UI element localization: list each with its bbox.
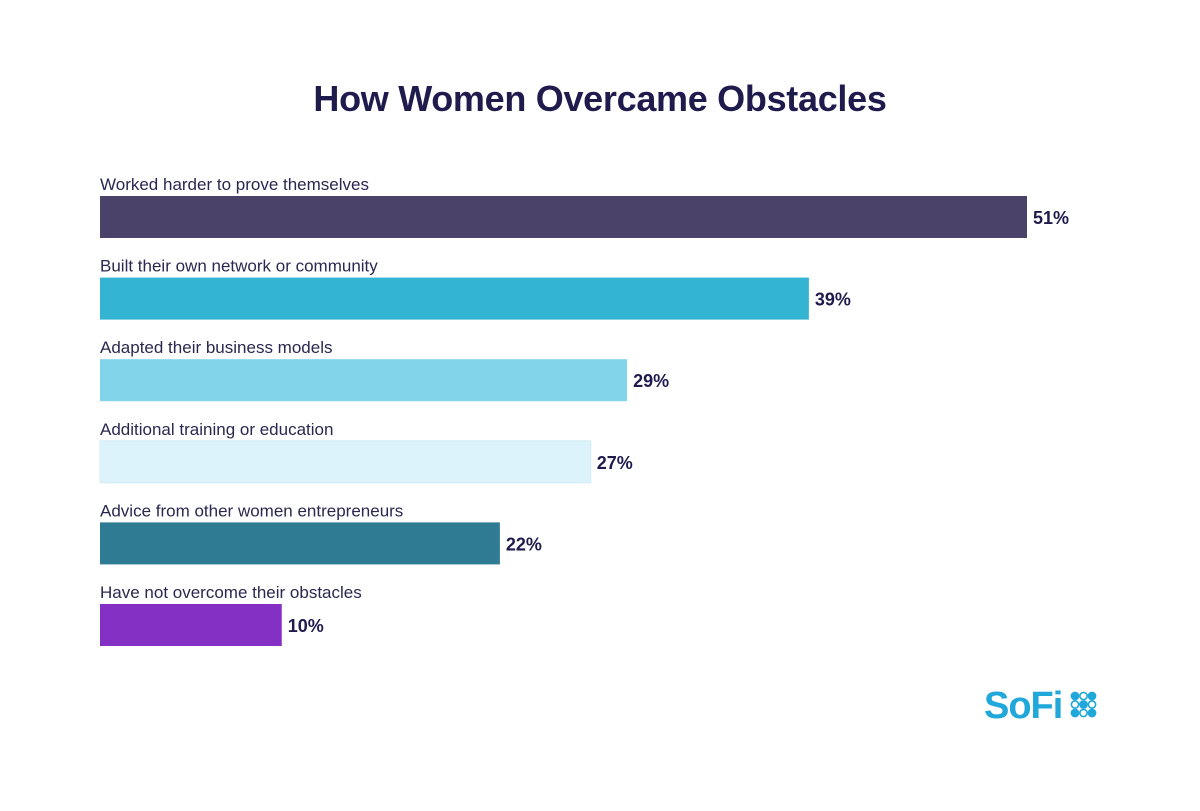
bar [99,440,592,484]
value-label: 22% [506,534,542,554]
category-label: Built their own network or community [100,257,378,276]
sofi-dots-icon [1070,691,1097,718]
category-label: Worked harder to prove themselves [100,175,369,194]
brand-name: SoFi [984,685,1063,727]
category-label: Additional training or education [100,420,333,439]
bars-layer: Worked harder to prove themselves 51% Buil… [99,175,1069,646]
bar [100,359,628,402]
category-label: Advice from other women entrepreneurs [100,501,403,520]
value-label: 39% [815,290,851,310]
bar [100,522,500,565]
value-label: 27% [597,453,633,473]
sofi-logo: SoFi [984,686,1102,726]
value-label: 10% [288,616,324,636]
value-label: 29% [633,371,669,391]
value-label: 51% [1033,208,1069,228]
bar [100,196,1027,238]
bar [100,277,809,320]
chart-title: How Women Overcame Obstacles [313,78,887,119]
category-label: Have not overcome their obstacles [100,583,362,602]
bar [100,604,282,646]
category-label: Adapted their business models [100,338,332,357]
